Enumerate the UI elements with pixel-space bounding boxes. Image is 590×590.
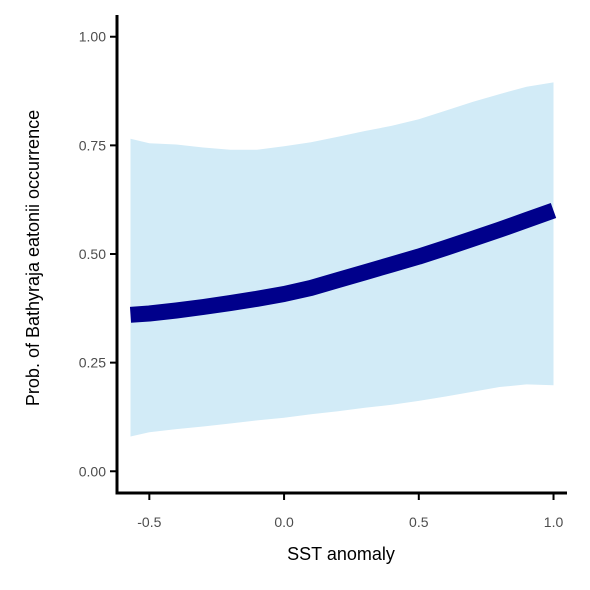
confidence-ribbon xyxy=(130,82,554,437)
y-tick-label: 0.75 xyxy=(79,137,106,153)
y-tick-label: 1.00 xyxy=(79,29,106,45)
x-tick-label: 0.5 xyxy=(409,514,429,530)
x-tick-label: -0.5 xyxy=(137,514,161,530)
x-tick-label: 0.0 xyxy=(274,514,294,530)
y-tick-label: 0.00 xyxy=(79,463,106,479)
y-axis-title: Prob. of Bathyraja eatonii occurrence xyxy=(23,110,43,406)
y-tick-label: 0.25 xyxy=(79,355,106,371)
x-tick-label: 1.0 xyxy=(544,514,564,530)
fitted-line xyxy=(129,202,557,323)
y-tick-label: 0.50 xyxy=(79,246,106,262)
x-axis-title: SST anomaly xyxy=(287,544,395,564)
